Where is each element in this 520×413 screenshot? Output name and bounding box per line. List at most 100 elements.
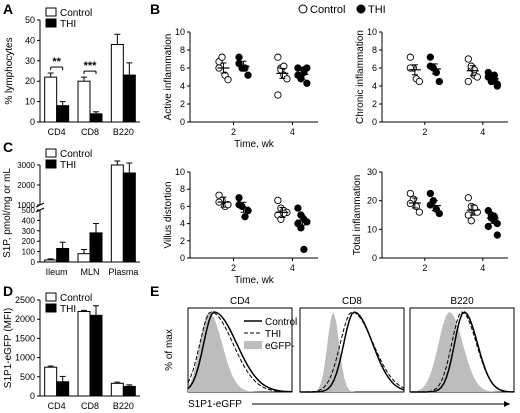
y-tick-label: 6 [372,63,377,73]
bar-thi [56,105,70,123]
data-point-control [218,53,226,61]
y-tick-label: 2500 [15,295,35,305]
data-point-thi [484,222,492,231]
data-point-control [406,189,414,198]
y-axis-label: % of max [164,329,175,371]
bar-thi [122,385,136,397]
data-point-thi [235,53,243,61]
data-point-thi [432,68,440,77]
bar-control [77,80,91,123]
legend-label-thi: THI [60,160,76,171]
panel-letter-d: D [3,283,13,299]
legend-swatch-thi [45,18,57,28]
y-tick-label: 0 [180,253,185,263]
y-tick-label: 4 [372,81,377,91]
histogram-egfp [188,312,292,392]
y-axis-label: S1P, pmol/mg or mL [2,168,13,258]
data-point-control [280,62,288,70]
x-tick-label: 2 [231,263,236,273]
bar-thi [122,172,136,263]
data-point-control [274,53,282,61]
data-point-thi [241,213,249,221]
x-tick-label: 2 [231,127,236,137]
legend-swatch-thi [45,159,57,169]
y-tick-label: 6 [180,201,185,211]
y-tick-label: 40 [25,35,35,45]
y-tick-label: 10 [367,224,377,234]
legend-label-thi: THI [368,4,386,16]
histogram-control [187,311,293,393]
significance-label: ** [52,56,61,68]
y-tick-label: 2 [372,99,377,109]
histogram-egfp [300,312,404,392]
data-point-thi [426,189,434,198]
legend-swatch-control [45,7,57,17]
bar-thi [89,113,103,123]
bar-thi [56,247,70,263]
data-point-thi [303,79,311,87]
histogram-title: CD4 [230,296,250,307]
x-tick-label: 4 [290,263,295,273]
histogram-thi [187,311,293,393]
y-tick-label: 1000 [17,201,35,210]
y-tick-label: 100 [22,248,36,257]
y-axis-label: % lymphocytes [4,37,15,104]
data-point-thi [490,71,498,79]
y-tick-label: 4 [180,219,185,229]
y-tick-label: 2 [180,99,185,109]
data-point-thi [426,53,434,61]
x-axis-label: Time, wk [234,139,275,150]
y-tick-label: 6 [180,63,185,73]
y-tick-label: 8 [180,45,185,55]
data-point-control [406,53,414,61]
y-tick-label: 0 [31,258,36,267]
histogram-title: CD8 [342,296,362,307]
data-point-thi [294,204,302,212]
x-tick-label: B220 [113,401,134,411]
legend-marker-control [298,4,308,14]
bar-control [77,311,91,397]
data-point-control [415,208,423,216]
data-point-control [224,76,232,84]
x-tick-label: Plasma [108,267,138,277]
data-point-thi [235,194,243,202]
x-tick-label: 2 [422,127,427,137]
panel-letter-b: B [150,1,160,17]
y-tick-label: 1500 [15,333,35,343]
bar-thi [56,381,70,397]
bar-thi [122,74,136,123]
x-tick-label: CD4 [48,401,66,411]
y-tick-label: 10 [25,97,35,107]
y-tick-label: 10 [175,27,185,37]
data-point-thi [294,64,302,72]
y-tick-label: 400 [22,216,36,225]
y-tick-label: 200 [22,237,36,246]
y-tick-label: 2 [180,236,185,246]
bar-control [44,259,58,263]
y-axis-label: S1P1-eGFP (MFI) [3,308,14,388]
bar-thi [89,232,103,263]
x-tick-label: B220 [113,127,134,137]
bar-control [110,164,124,263]
legend-swatch-control [45,292,57,302]
y-axis-label: Villus distortion [163,181,174,248]
data-point-thi [244,71,252,79]
y-tick-label: 0 [30,117,35,127]
legend-label-thi: THI [265,329,281,340]
legend-label-control: Control [310,4,345,16]
y-tick-label: 20 [25,76,35,86]
x-tick-label: 2 [422,263,427,273]
x-tick-label: CD8 [81,401,99,411]
x-axis-label: S1P1-eGFP [188,399,242,410]
y-tick-label: 300 [22,227,36,236]
legend-label-thi: THI [60,19,76,30]
legend-swatch-egfp [244,341,262,349]
data-point-control [224,201,232,209]
bar-control [110,43,124,123]
bar-control [77,253,91,263]
x-tick-label: 4 [480,127,485,137]
y-tick-label: 0 [180,117,185,127]
data-point-thi [484,68,492,77]
bar-control [110,382,124,397]
